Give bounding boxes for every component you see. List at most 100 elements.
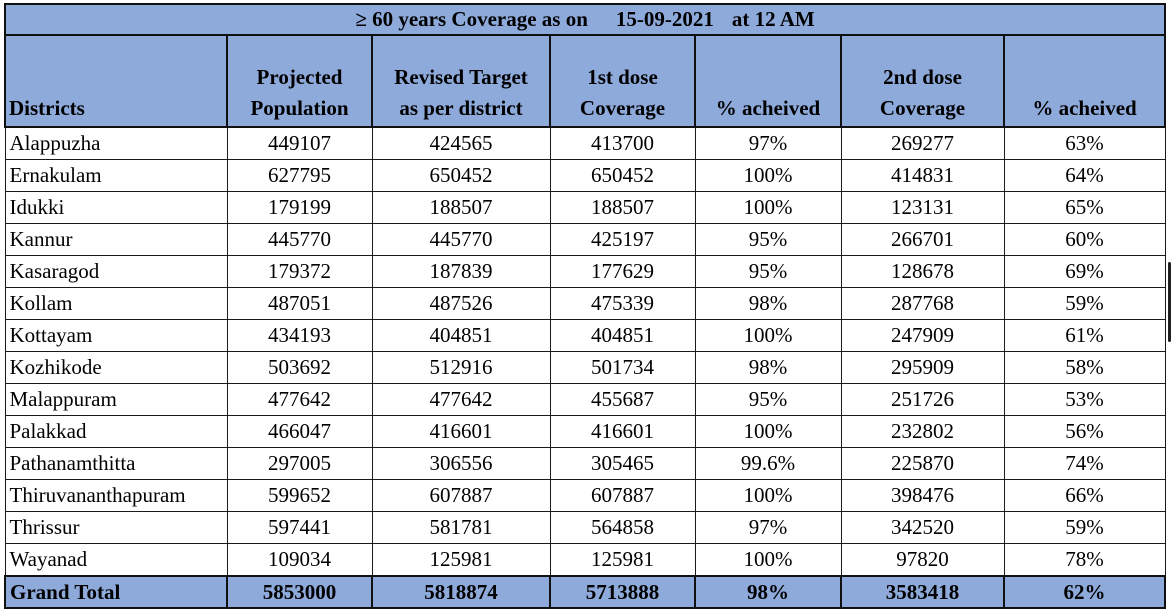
cell-revised: 512916 — [371, 351, 551, 384]
header-dose2-line1: 2nd dose — [883, 65, 962, 89]
cell-district: Palakkad — [4, 415, 228, 448]
table-title: ≥ 60 years Coverage as on 15-09-2021 at 12… — [3, 3, 1167, 36]
cell-pct2: 65% — [1003, 191, 1166, 224]
coverage-sheet: ≥ 60 years Coverage as on 15-09-2021 at 12… — [3, 3, 1167, 609]
cell-dose2: 414831 — [840, 159, 1005, 192]
cell-district: Kottayam — [4, 319, 228, 352]
table-row: Kozhikode 503692 512916 501734 98% 295909 58% — [4, 351, 1166, 384]
cell-revised: 445770 — [371, 223, 551, 256]
cell-revised: 487526 — [371, 287, 551, 320]
cell-dose1: 188507 — [549, 191, 696, 224]
cell-pct1: 97% — [694, 511, 842, 544]
cell-pct2: 69% — [1003, 255, 1166, 288]
title-date: 15-09-2021 — [615, 7, 714, 31]
cell-projected: 477642 — [226, 383, 373, 416]
table-row: Pathanamthitta 297005 306556 305465 99.6% 225… — [4, 447, 1166, 480]
cell-pct2: 64% — [1003, 159, 1166, 192]
total-pct2: 62% — [1002, 575, 1167, 609]
cell-projected: 466047 — [226, 415, 373, 448]
header-dose1-line2: Coverage — [579, 96, 666, 120]
cell-dose2: 295909 — [840, 351, 1005, 384]
header-second-dose: 2nd dose Coverage — [840, 34, 1005, 128]
cell-dose1: 413700 — [549, 126, 696, 160]
cell-revised: 125981 — [371, 543, 551, 577]
cell-pct2: 56% — [1003, 415, 1166, 448]
cell-projected: 434193 — [226, 319, 373, 352]
header-pct1-label: % acheived — [715, 96, 821, 120]
cell-projected: 179199 — [226, 191, 373, 224]
table-row: Idukki 179199 188507 188507 100% 123131 65% — [4, 191, 1166, 224]
cell-pct1: 100% — [694, 319, 842, 352]
cell-pct2: 66% — [1003, 479, 1166, 512]
cell-district: Malappuram — [4, 383, 228, 416]
cell-projected: 599652 — [226, 479, 373, 512]
cell-dose1: 475339 — [549, 287, 696, 320]
cell-projected: 487051 — [226, 287, 373, 320]
header-first-dose: 1st dose Coverage — [549, 34, 696, 128]
cell-pct2: 63% — [1003, 126, 1166, 160]
cell-dose1: 650452 — [549, 159, 696, 192]
cell-dose2: 251726 — [840, 383, 1005, 416]
table-row: Kannur 445770 445770 425197 95% 266701 60% — [4, 223, 1166, 256]
cell-district: Idukki — [4, 191, 228, 224]
header-pct-second: % acheived — [1002, 34, 1167, 128]
cell-district: Kasaragod — [4, 255, 228, 288]
cell-revised: 404851 — [371, 319, 551, 352]
cell-pct1: 100% — [694, 191, 842, 224]
cell-revised: 477642 — [371, 383, 551, 416]
header-dose2-line2: Coverage — [879, 96, 966, 120]
cell-revised: 306556 — [371, 447, 551, 480]
table-row: Kollam 487051 487526 475339 98% 287768 59% — [4, 287, 1166, 320]
cell-dose2: 247909 — [840, 319, 1005, 352]
cell-projected: 449107 — [226, 126, 373, 160]
cell-district: Alappuzha — [4, 126, 228, 160]
header-districts: Districts — [4, 34, 228, 128]
title-time: at 12 AM — [731, 7, 815, 31]
cell-pct1: 99.6% — [694, 447, 842, 480]
cell-revised: 607887 — [371, 479, 551, 512]
cell-dose2: 342520 — [840, 511, 1005, 544]
cell-pct1: 98% — [694, 287, 842, 320]
cell-pct2: 59% — [1003, 511, 1166, 544]
cell-pct1: 95% — [694, 223, 842, 256]
cell-pct1: 100% — [694, 543, 842, 577]
table-row: Kasaragod 179372 187839 177629 95% 128678 69% — [4, 255, 1166, 288]
cell-pct1: 100% — [694, 415, 842, 448]
total-dose2: 3583418 — [840, 575, 1005, 609]
table-row: Ernakulam 627795 650452 650452 100% 414831 64% — [4, 159, 1166, 192]
cell-pct1: 95% — [694, 255, 842, 288]
cell-pct2: 78% — [1003, 543, 1166, 577]
cell-district: Kannur — [4, 223, 228, 256]
cell-projected: 179372 — [226, 255, 373, 288]
cell-pct2: 61% — [1003, 319, 1166, 352]
header-projected-line1: Projected — [256, 65, 343, 89]
header-revised-target: Revised Target as per district — [371, 34, 551, 128]
cell-dose1: 125981 — [549, 543, 696, 577]
cell-revised: 416601 — [371, 415, 551, 448]
cell-dose1: 404851 — [549, 319, 696, 352]
header-revised-line2: as per district — [399, 96, 523, 120]
cell-dose2: 398476 — [840, 479, 1005, 512]
title-coverage-label: ≥ 60 years Coverage as on — [355, 7, 588, 31]
cell-pct2: 74% — [1003, 447, 1166, 480]
cell-projected: 297005 — [226, 447, 373, 480]
cell-dose1: 607887 — [549, 479, 696, 512]
cell-pct2: 53% — [1003, 383, 1166, 416]
cell-dose2: 232802 — [840, 415, 1005, 448]
cell-dose2: 269277 — [840, 126, 1005, 160]
cell-projected: 503692 — [226, 351, 373, 384]
cell-pct2: 60% — [1003, 223, 1166, 256]
total-revised: 5818874 — [371, 575, 551, 609]
cell-district: Pathanamthitta — [4, 447, 228, 480]
table-row: Alappuzha 449107 424565 413700 97% 269277 63% — [4, 126, 1166, 160]
cell-pct1: 100% — [694, 159, 842, 192]
cell-pct1: 100% — [694, 479, 842, 512]
cell-dose1: 177629 — [549, 255, 696, 288]
cell-revised: 187839 — [371, 255, 551, 288]
cell-pct1: 97% — [694, 126, 842, 160]
grand-total-row: Grand Total 5853000 5818874 5713888 98% 35834… — [4, 575, 1167, 609]
cell-revised: 424565 — [371, 126, 551, 160]
cell-projected: 597441 — [226, 511, 373, 544]
cell-pct1: 95% — [694, 383, 842, 416]
header-districts-label: Districts — [9, 96, 85, 120]
